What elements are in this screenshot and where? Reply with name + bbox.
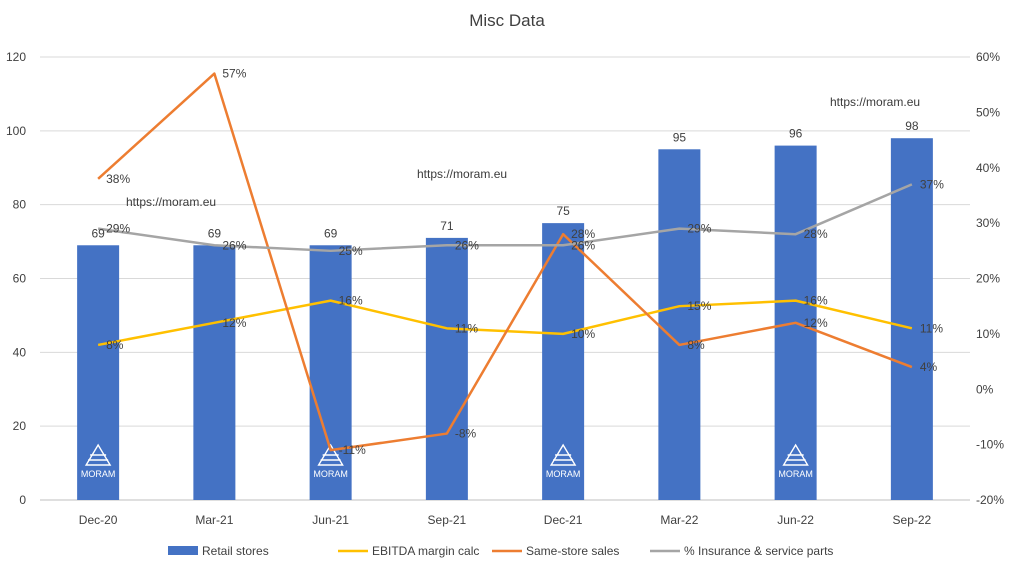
right-axis-ticks: -20% -10% 0% 10% 20% 30% 40% 50% 60% [976, 50, 1004, 507]
bar-data-label: 96 [789, 127, 803, 141]
x-axis-tick-label: Mar-22 [660, 513, 698, 527]
bar-labels: 69 69 69 71 75 95 96 98 [91, 119, 918, 240]
x-axis-tick-label: Sep-21 [428, 513, 467, 527]
x-axis-tick-label: Jun-21 [312, 513, 349, 527]
left-axis-tick-label: 40 [13, 345, 27, 359]
bar [77, 245, 120, 500]
bar [193, 245, 236, 500]
line-data-label: 26% [455, 238, 479, 252]
right-axis-tick-label: 30% [976, 216, 1000, 230]
bar-data-label: 71 [440, 219, 454, 233]
moram-logo: MORAM [546, 443, 581, 479]
line-data-label: 11% [920, 321, 943, 335]
bar-data-label: 69 [324, 226, 338, 240]
line-data-label: 12% [222, 316, 246, 330]
left-axis-tick-label: 0 [19, 493, 26, 507]
x-axis-tick-label: Dec-21 [544, 513, 583, 527]
line-data-label: 26% [222, 238, 246, 252]
bar [542, 223, 585, 500]
right-axis-tick-label: 10% [976, 327, 1000, 341]
line-data-label: 26% [571, 238, 595, 252]
line-data-label: 25% [339, 244, 363, 258]
legend-label: Same-store sales [526, 544, 619, 558]
line-data-label: 8% [687, 338, 705, 352]
right-axis-tick-label: 20% [976, 272, 1000, 286]
left-axis-tick-label: 100 [6, 124, 26, 138]
bar [658, 149, 701, 500]
x-axis-tick-label: Mar-21 [195, 513, 233, 527]
series-line [97, 183, 913, 253]
line-data-label: 15% [687, 299, 711, 313]
bar [890, 138, 933, 500]
logo-text: MORAM [778, 469, 813, 479]
line-data-label: -11% [339, 443, 366, 457]
logo-text: MORAM [81, 469, 116, 479]
line-data-label: 29% [687, 222, 711, 236]
left-axis-ticks: 0 20 40 60 80 100 120 [6, 50, 26, 507]
chart-title: Misc Data [469, 11, 545, 30]
watermarks: https://moram.eu https://moram.eu https:… [126, 95, 920, 209]
line-data-label: 37% [920, 177, 944, 191]
watermark: https://moram.eu [417, 167, 507, 181]
bar-data-label: 98 [905, 119, 919, 133]
logos: MORAM MORAM MORAM MORAM [81, 443, 813, 479]
right-axis-tick-label: -10% [976, 438, 1004, 452]
line-data-label: 16% [339, 294, 363, 308]
moram-logo: MORAM [313, 443, 348, 479]
line-data-label: 12% [804, 316, 828, 330]
gridlines [40, 56, 970, 501]
bar-data-label: 69 [208, 226, 222, 240]
line-data-label: 28% [804, 227, 828, 241]
x-axis-tick-label: Jun-22 [777, 513, 814, 527]
moram-logo: MORAM [778, 443, 813, 479]
line-data-label: 57% [222, 67, 246, 81]
left-axis-tick-label: 120 [6, 50, 26, 64]
bar-data-label: 95 [673, 130, 687, 144]
line-data-label: 16% [804, 294, 828, 308]
series-lines [97, 72, 913, 452]
line-data-label: 28% [571, 227, 595, 241]
line-data-label: 11% [455, 321, 478, 335]
moram-logo: MORAM [81, 443, 116, 479]
line-data-label: 4% [920, 360, 938, 374]
line-data-label: 10% [571, 327, 595, 341]
left-axis-tick-label: 20 [13, 419, 27, 433]
right-axis-tick-label: 0% [976, 382, 994, 396]
line-data-label: 38% [106, 172, 130, 186]
watermark: https://moram.eu [126, 195, 216, 209]
x-axis-tick-label: Dec-20 [79, 513, 118, 527]
x-axis-ticks: Dec-20 Mar-21 Jun-21 Sep-21 Dec-21 Mar-22 Jun-… [79, 513, 932, 527]
legend-label: EBITDA margin calc [372, 544, 479, 558]
series-line [97, 72, 913, 452]
watermark: https://moram.eu [830, 95, 920, 109]
series-line [97, 299, 913, 347]
right-axis-tick-label: 40% [976, 161, 1000, 175]
bar [309, 245, 352, 500]
x-axis-tick-label: Sep-22 [893, 513, 932, 527]
legend-label: % Insurance & service parts [684, 544, 833, 558]
logo-text: MORAM [313, 469, 348, 479]
line-data-label: 29% [106, 222, 130, 236]
right-axis-tick-label: 60% [976, 50, 1000, 64]
left-axis-tick-label: 80 [13, 198, 27, 212]
bar-data-label: 69 [91, 226, 105, 240]
line-data-label: 8% [106, 338, 124, 352]
legend-swatch [168, 546, 198, 555]
line-labels: 8% 12% 16% 11% 10% 15% 16% 11% 38% 57% -11% -8% 28% 8… [106, 67, 944, 458]
logo-text: MORAM [546, 469, 581, 479]
right-axis-tick-label: 50% [976, 105, 1000, 119]
legend-label: Retail stores [202, 544, 269, 558]
bar-data-label: 75 [556, 204, 570, 218]
line-data-label: -8% [455, 427, 477, 441]
right-axis-tick-label: -20% [976, 493, 1004, 507]
legend: Retail stores EBITDA margin calc Same-stor… [168, 544, 833, 558]
left-axis-tick-label: 60 [13, 272, 27, 286]
bars [77, 138, 933, 500]
bar [425, 237, 468, 500]
